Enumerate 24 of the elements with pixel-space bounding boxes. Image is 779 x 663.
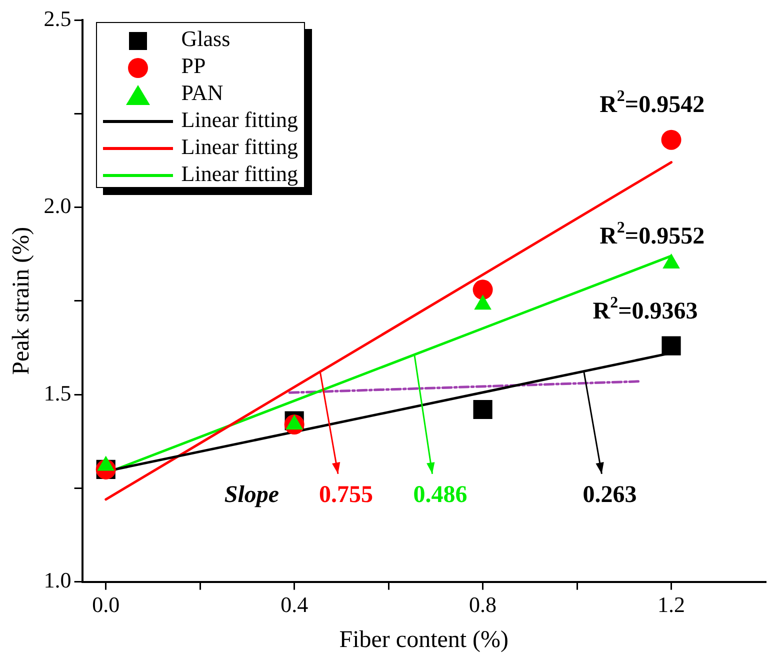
x-tick-label: 1.2	[658, 592, 686, 617]
y-tick-label: 1.0	[44, 568, 72, 593]
annotation: 0.486	[413, 482, 468, 508]
annotation: 0.755	[319, 482, 374, 508]
legend-label: Linear fitting	[181, 134, 298, 159]
legend-label: Linear fitting	[181, 161, 298, 186]
y-tick-label: 2.0	[44, 193, 72, 218]
legend-label: Linear fitting	[181, 107, 298, 132]
x-tick-label: 0.8	[469, 592, 497, 617]
point	[473, 400, 492, 420]
annotation: 0.263	[582, 482, 637, 508]
y-axis-title: Peak strain (%)	[8, 226, 35, 375]
x-tick-label: 0.0	[92, 592, 120, 617]
x-tick-label: 0.4	[280, 592, 308, 617]
legend-label: Glass	[181, 26, 230, 51]
y-tick-label: 2.5	[44, 6, 72, 31]
legend-label: PAN	[181, 80, 224, 105]
annotation: Slope	[224, 482, 280, 508]
legend-label: PP	[181, 53, 206, 78]
x-axis-title: Fiber content (%)	[339, 626, 509, 653]
point	[662, 336, 681, 356]
y-tick-label: 1.5	[44, 380, 72, 406]
point	[472, 280, 493, 300]
point	[661, 130, 682, 150]
